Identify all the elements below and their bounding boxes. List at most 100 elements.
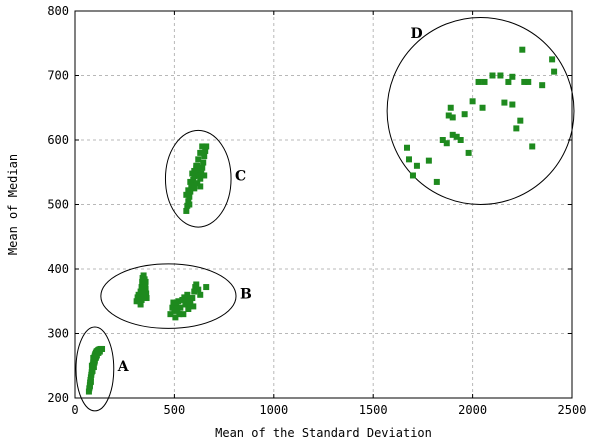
cluster-labels: A B C D (117, 26, 423, 375)
data-point (497, 72, 504, 79)
x-tick-label: 1500 (359, 403, 388, 417)
x-tick-label: 0 (71, 403, 78, 417)
data-point (185, 305, 192, 312)
data-point (90, 364, 97, 371)
data-point (140, 272, 147, 279)
data-point (481, 78, 488, 85)
x-tick-label: 500 (164, 403, 186, 417)
data-point (86, 383, 93, 390)
data-point (447, 104, 454, 111)
data-point (170, 299, 177, 306)
data-point (519, 46, 526, 53)
y-axis-ticks: 200 300 400 500 600 700 800 (47, 4, 572, 405)
data-point (187, 178, 194, 185)
data-point (138, 296, 145, 303)
data-point (87, 378, 94, 385)
data-point (551, 68, 558, 75)
data-point (191, 185, 198, 192)
data-point (202, 147, 209, 154)
data-points (85, 46, 558, 395)
data-point (193, 162, 200, 169)
data-point (517, 117, 524, 124)
data-point (409, 172, 416, 179)
cluster-d-label: D (410, 26, 422, 42)
data-point (513, 125, 520, 132)
data-point (183, 191, 190, 198)
data-point (201, 172, 208, 179)
x-tick-label: 1000 (259, 403, 288, 417)
data-point (185, 187, 192, 194)
data-point (197, 175, 204, 182)
data-point (141, 288, 148, 295)
data-point (449, 114, 456, 121)
data-point (183, 207, 190, 214)
data-point (184, 291, 191, 298)
y-tick-label: 500 (47, 198, 69, 212)
data-point (453, 133, 460, 140)
data-point (525, 78, 532, 85)
y-tick-label: 200 (47, 391, 69, 405)
data-point (182, 301, 189, 308)
data-point (203, 284, 210, 291)
data-point (174, 305, 181, 312)
data-point (197, 183, 204, 190)
data-point (445, 112, 452, 119)
data-point (139, 284, 146, 291)
data-point (457, 137, 464, 143)
data-point (176, 311, 183, 318)
data-point (193, 281, 200, 288)
data-point (549, 56, 556, 63)
data-point (175, 298, 182, 305)
y-tick-label: 700 (47, 69, 69, 83)
cluster-c-ellipse (164, 129, 232, 228)
y-axis-label: Mean of Median (6, 154, 20, 255)
grid (75, 11, 572, 398)
data-point (509, 73, 516, 80)
data-point (439, 137, 446, 143)
data-point (93, 353, 100, 360)
x-tick-label: 2500 (558, 403, 587, 417)
data-point (85, 388, 92, 395)
data-point (195, 167, 202, 174)
data-point (199, 164, 206, 171)
data-point (135, 291, 142, 298)
data-point (465, 149, 472, 156)
data-point (425, 157, 432, 164)
data-point (167, 311, 174, 318)
data-point (190, 303, 197, 310)
data-point (186, 201, 193, 208)
cluster-b-label: B (240, 286, 252, 302)
data-point (201, 153, 208, 160)
data-point (180, 311, 187, 318)
data-point (489, 72, 496, 79)
y-tick-label: 600 (47, 133, 69, 147)
x-axis-label: Mean of the Standard Deviation (215, 426, 432, 440)
data-point (501, 99, 508, 106)
data-point (521, 78, 528, 85)
data-point (195, 286, 202, 293)
cluster-d-ellipse (386, 16, 575, 205)
cluster-b-ellipse (100, 263, 237, 329)
cluster-c-label: C (235, 168, 246, 184)
data-point (96, 348, 103, 355)
data-point (189, 170, 196, 177)
data-point (443, 140, 450, 147)
data-point (433, 178, 440, 185)
data-point (475, 78, 482, 85)
data-point (197, 291, 204, 298)
data-point (185, 198, 192, 205)
x-tick-label: 2000 (458, 403, 487, 417)
data-point (137, 301, 144, 308)
cluster-a-ellipse (75, 326, 115, 412)
cluster-a-label: A (117, 359, 130, 375)
data-point (505, 78, 512, 85)
data-point (413, 162, 420, 169)
data-point (197, 149, 204, 156)
data-point (449, 131, 456, 138)
data-point (469, 98, 476, 105)
data-point (199, 143, 206, 150)
y-tick-label: 800 (47, 4, 69, 18)
data-point (195, 156, 202, 163)
data-point (194, 180, 201, 187)
